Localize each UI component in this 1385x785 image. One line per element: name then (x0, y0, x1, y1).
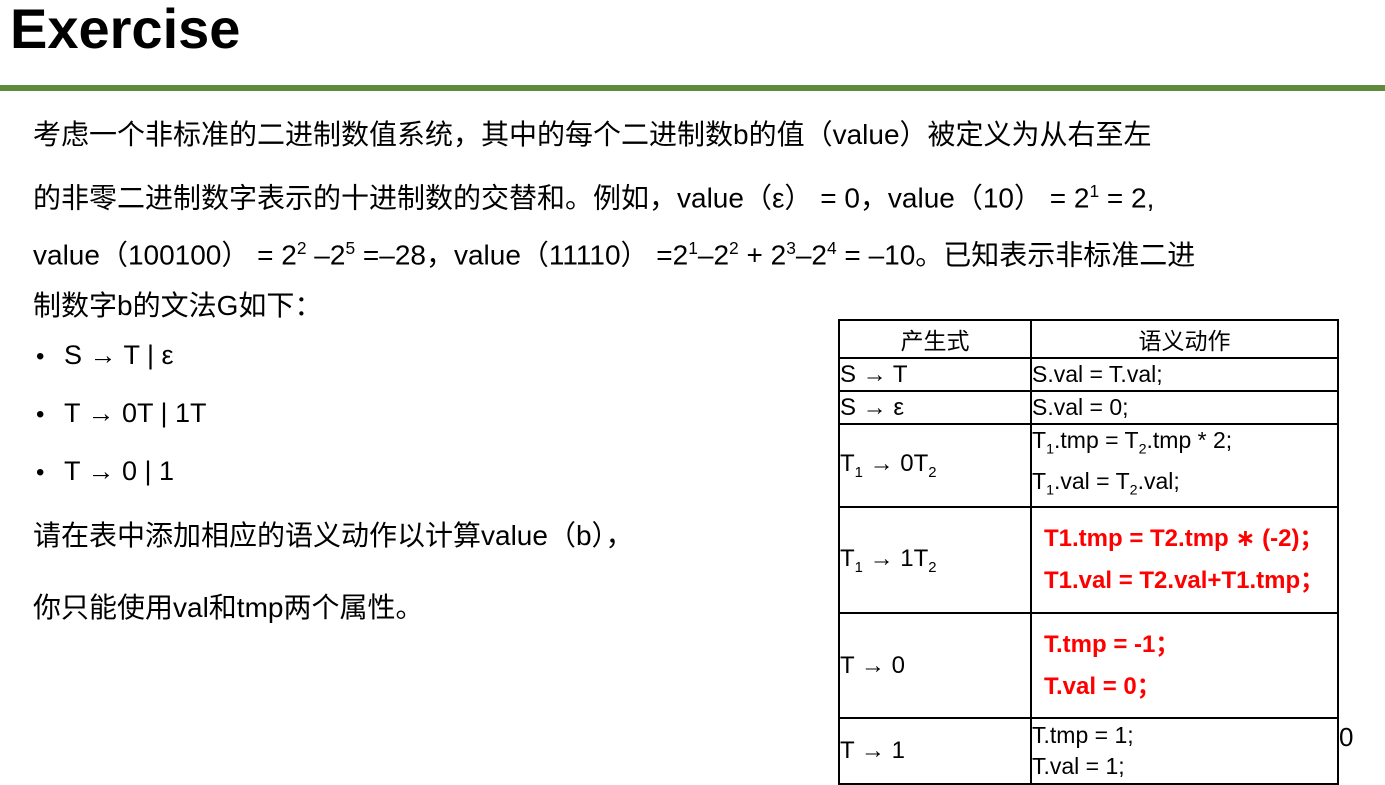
grammar-bullet: • T → 0T | 1T (36, 384, 207, 442)
action-cell: S.val = 0; (1030, 390, 1339, 425)
paragraph-line: 考虑一个非标准的二进制数值系统，其中的每个二进制数b的值（value）被定义为从… (33, 119, 1152, 150)
action-line: T1.val = T2.val; (1032, 467, 1180, 499)
prompt-line-2: 你只能使用val和tmp两个属性。 (33, 592, 424, 623)
grammar-bullet-label: T → 0 | 1 (64, 456, 175, 486)
action-cell: T1.tmp = T2.tmp * 2; T1.val = T2.val; (1030, 422, 1339, 509)
bullet-icon: • (36, 401, 45, 428)
action-cell: T.tmp = -1； T.val = 0； (1030, 612, 1339, 720)
title-divider (0, 85, 1385, 91)
action-line: T1.tmp = T2.tmp * 2; (1032, 427, 1233, 458)
action-cell: T.tmp = 1; T.val = 1; (1030, 717, 1339, 785)
production-cell: T1 → 0T2 (838, 422, 1032, 509)
table-row: T → 1 T.tmp = 1; T.val = 1; (838, 717, 1339, 785)
paragraph-line: 制数字b的文法G如下： (33, 290, 323, 321)
action-line: T.val = 0； (1044, 672, 1161, 700)
production-cell: T → 1 (838, 717, 1032, 785)
table-row: S → T S.val = T.val; (838, 357, 1339, 392)
paragraph-line: value（100100） = 22 –25 =–28，value（11110）… (33, 238, 1196, 271)
grammar-bullet-label: S → T | ε (64, 340, 174, 370)
table-header-row: 产生式 语义动作 (838, 319, 1339, 359)
bullet-icon: • (36, 343, 45, 370)
action-cell: T1.tmp = T2.tmp ∗ (-2)； T1.val = T2.val+T… (1030, 506, 1339, 615)
problem-paragraph: 考虑一个非标准的二进制数值系统，其中的每个二进制数b的值（value）被定义为从… (33, 106, 1383, 334)
action-line: T.tmp = 1; (1032, 722, 1134, 749)
page-number: 0 (1339, 722, 1354, 752)
table-header-cell: 产生式 (838, 319, 1032, 359)
grammar-bullet-label: T → 0T | 1T (64, 398, 207, 428)
action-line: T1.val = T2.val+T1.tmp； (1044, 567, 1325, 595)
grammar-list: • S → T | ε • T → 0T | 1T • T → 0 | 1 (36, 326, 207, 500)
production-cell: S → ε (838, 390, 1032, 425)
action-line: T.val = 1; (1032, 753, 1125, 780)
table-row: T1 → 0T2 T1.tmp = T2.tmp * 2; T1.val = T2.… (838, 422, 1339, 509)
production-cell: T1 → 1T2 (838, 506, 1032, 615)
action-line: S.val = T.val; (1032, 361, 1163, 387)
grammar-bullet: • S → T | ε (36, 326, 207, 384)
table-row: T1 → 1T2 T1.tmp = T2.tmp ∗ (-2)； T1.val = … (838, 506, 1339, 615)
production-cell: S → T (838, 357, 1032, 392)
production-cell: T → 0 (838, 612, 1032, 720)
table-row: S → ε S.val = 0; (838, 390, 1339, 425)
prompt-line-1: 请在表中添加相应的语义动作以计算value（b）， (33, 520, 634, 551)
table-row: T → 0 T.tmp = -1； T.val = 0； (838, 612, 1339, 720)
paragraph-line: 的非零二进制数字表示的十进制数的交替和。例如，value（ε） = 0，valu… (33, 181, 1155, 214)
bullet-icon: • (36, 459, 45, 486)
table-header-cell: 语义动作 (1030, 319, 1339, 359)
action-line: T.tmp = -1； (1044, 630, 1180, 658)
semantic-actions-table: 产生式 语义动作 S → T S.val = T.val; S → ε S.val = … (838, 319, 1339, 785)
grammar-bullet: • T → 0 | 1 (36, 442, 207, 500)
slide-title: Exercise (10, 0, 241, 60)
action-cell: S.val = T.val; (1030, 357, 1339, 392)
action-line: S.val = 0; (1032, 394, 1129, 420)
action-line: T1.tmp = T2.tmp ∗ (-2)； (1044, 525, 1324, 553)
